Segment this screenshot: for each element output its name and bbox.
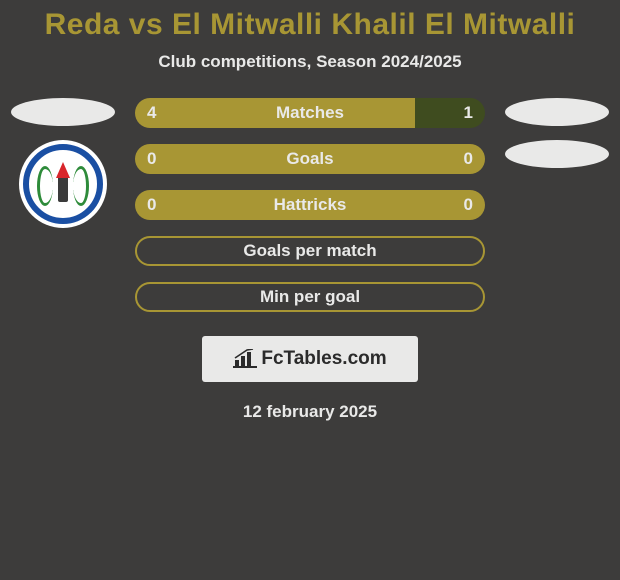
stat-fill-right (415, 98, 485, 128)
player-right-club-placeholder (505, 140, 609, 168)
stat-row: Goals per match (135, 236, 485, 266)
stat-rows: 4 1 Matches 0 0 Goals 0 0 Hattricks Goals per mat… (135, 98, 485, 312)
stat-value-right: 0 (464, 195, 473, 215)
player-left-avatar (11, 98, 115, 126)
stat-value-right: 1 (464, 103, 473, 123)
subtitle: Club competitions, Season 2024/2025 (0, 52, 620, 72)
stat-label: Hattricks (274, 195, 347, 215)
player-left-club-badge (19, 140, 107, 228)
attribution-badge: FcTables.com (202, 336, 418, 382)
stat-value-left: 0 (147, 195, 156, 215)
stat-value-right: 0 (464, 149, 473, 169)
player-left-column (8, 98, 118, 228)
page-title: Reda vs El Mitwalli Khalil El Mitwalli (0, 8, 620, 42)
stats-area: 4 1 Matches 0 0 Goals 0 0 Hattricks Goals per mat… (0, 98, 620, 312)
player-right-column (502, 98, 612, 168)
stat-label: Goals per match (243, 241, 376, 261)
stat-label: Matches (276, 103, 344, 123)
stat-row: 0 0 Goals (135, 144, 485, 174)
player-right-avatar (505, 98, 609, 126)
stat-label: Goals (286, 149, 333, 169)
stat-label: Min per goal (260, 287, 360, 307)
comparison-card: Reda vs El Mitwalli Khalil El Mitwalli C… (0, 0, 620, 580)
chart-icon (233, 349, 257, 369)
stat-value-left: 0 (147, 149, 156, 169)
stat-row: 4 1 Matches (135, 98, 485, 128)
stat-row: Min per goal (135, 282, 485, 312)
date-text: 12 february 2025 (0, 402, 620, 422)
stat-row: 0 0 Hattricks (135, 190, 485, 220)
stat-value-left: 4 (147, 103, 156, 123)
attribution-text: FcTables.com (261, 348, 386, 370)
